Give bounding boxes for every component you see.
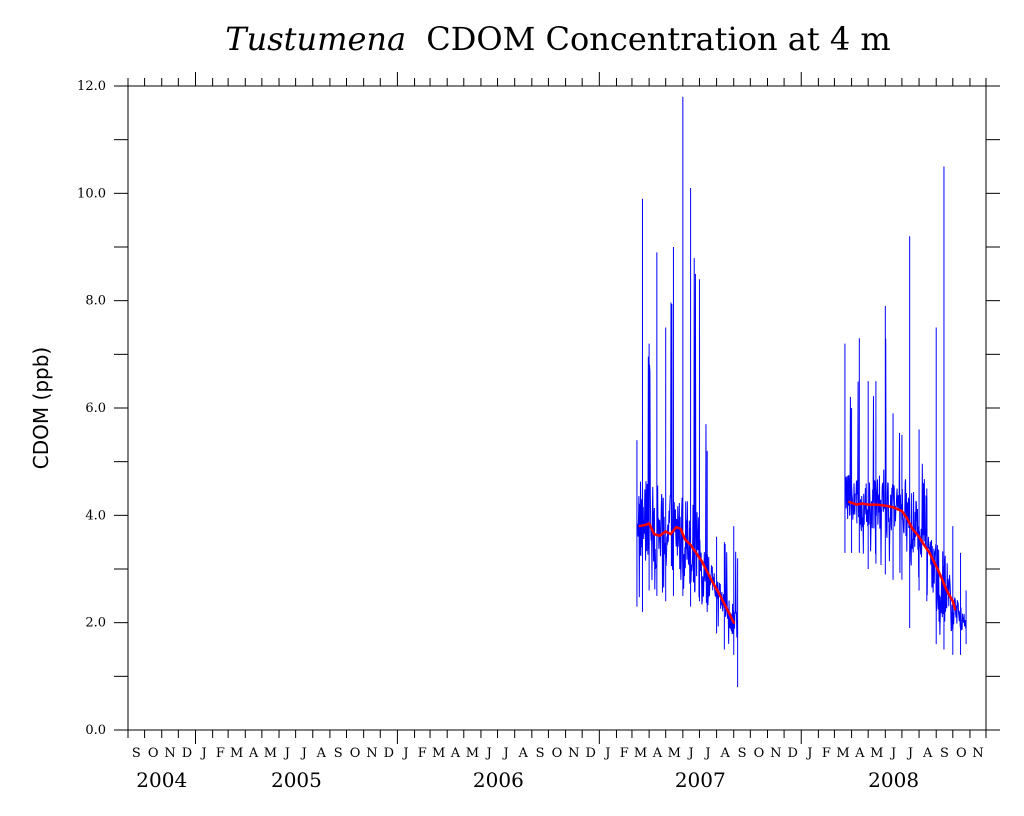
month-tick-label: M <box>836 746 849 761</box>
month-tick-label: J <box>501 746 508 761</box>
month-tick-label: F <box>216 746 225 761</box>
month-tick-label: S <box>536 746 545 761</box>
month-tick-label: S <box>132 746 141 761</box>
month-tick-label: F <box>620 746 629 761</box>
month-tick-label: M <box>634 746 647 761</box>
month-tick-label: O <box>956 746 967 761</box>
chart-title-main: CDOM Concentration at 4 m <box>426 20 891 58</box>
month-tick-label: O <box>350 746 361 761</box>
month-tick-label: A <box>922 746 933 761</box>
month-tick-label: F <box>418 746 427 761</box>
month-tick-label: M <box>230 746 243 761</box>
year-label: 2006 <box>473 768 524 792</box>
chart-title: Tustumena CDOM Concentration at 4 m <box>225 20 890 58</box>
month-tick-label: D <box>586 746 596 761</box>
month-tick-label: J <box>805 746 812 761</box>
month-tick-label: J <box>603 746 610 761</box>
y-tick-label: 10.0 <box>77 186 106 201</box>
month-tick-label: J <box>906 746 913 761</box>
y-tick-label: 4.0 <box>85 508 106 523</box>
month-tick-label: A <box>854 746 865 761</box>
month-tick-label: F <box>822 746 831 761</box>
blue-series-line <box>844 338 967 635</box>
year-label: 2005 <box>271 768 322 792</box>
month-tick-label: J <box>300 746 307 761</box>
month-tick-label: S <box>738 746 747 761</box>
blue-series-line <box>636 258 739 644</box>
month-tick-label: D <box>787 746 797 761</box>
month-tick-label: A <box>450 746 461 761</box>
red-series-line <box>638 522 735 624</box>
y-tick-label: 6.0 <box>85 401 106 416</box>
month-tick-label: O <box>754 746 765 761</box>
month-tick-label: A <box>719 746 730 761</box>
month-tick-label: O <box>552 746 563 761</box>
y-tick-label: 2.0 <box>85 616 106 631</box>
month-tick-label: J <box>283 746 290 761</box>
month-tick-label: J <box>485 746 492 761</box>
month-tick-label: A <box>518 746 529 761</box>
month-tick-label: A <box>652 746 663 761</box>
red-series-line <box>848 500 957 611</box>
month-tick-label: O <box>148 746 159 761</box>
month-tick-label: J <box>687 746 694 761</box>
year-label: 2008 <box>868 768 919 792</box>
y-tick-label: 12.0 <box>77 79 106 94</box>
y-tick-label: 8.0 <box>85 294 106 309</box>
month-tick-label: M <box>668 746 681 761</box>
month-tick-label: M <box>466 746 479 761</box>
month-tick-label: M <box>264 746 277 761</box>
month-tick-label: M <box>870 746 883 761</box>
chart-title-italic: Tustumena <box>225 20 406 58</box>
month-tick-label: J <box>703 746 710 761</box>
month-tick-label: A <box>316 746 327 761</box>
month-tick-label: S <box>940 746 949 761</box>
month-tick-label: S <box>334 746 343 761</box>
month-tick-label: M <box>432 746 445 761</box>
month-tick-label: N <box>770 746 781 761</box>
month-tick-label: D <box>182 746 192 761</box>
y-tick-label: 0.0 <box>85 723 106 738</box>
month-tick-label: J <box>401 746 408 761</box>
plot-area <box>636 96 967 688</box>
y-axis-label: CDOM (ppb) <box>29 347 53 469</box>
year-label: 2007 <box>675 768 726 792</box>
month-tick-label: N <box>164 746 175 761</box>
month-tick-label: J <box>889 746 896 761</box>
axes: 0.02.04.06.08.010.012.0S O N D J F M A M J J A S O N D J… <box>77 72 1000 792</box>
month-tick-label: N <box>568 746 579 761</box>
month-tick-label: N <box>972 746 983 761</box>
year-label: 2004 <box>136 768 187 792</box>
month-tick-label: N <box>366 746 377 761</box>
plot-frame <box>127 85 987 731</box>
month-tick-label: A <box>248 746 259 761</box>
month-tick-label: J <box>199 746 206 761</box>
month-tick-label: D <box>384 746 394 761</box>
